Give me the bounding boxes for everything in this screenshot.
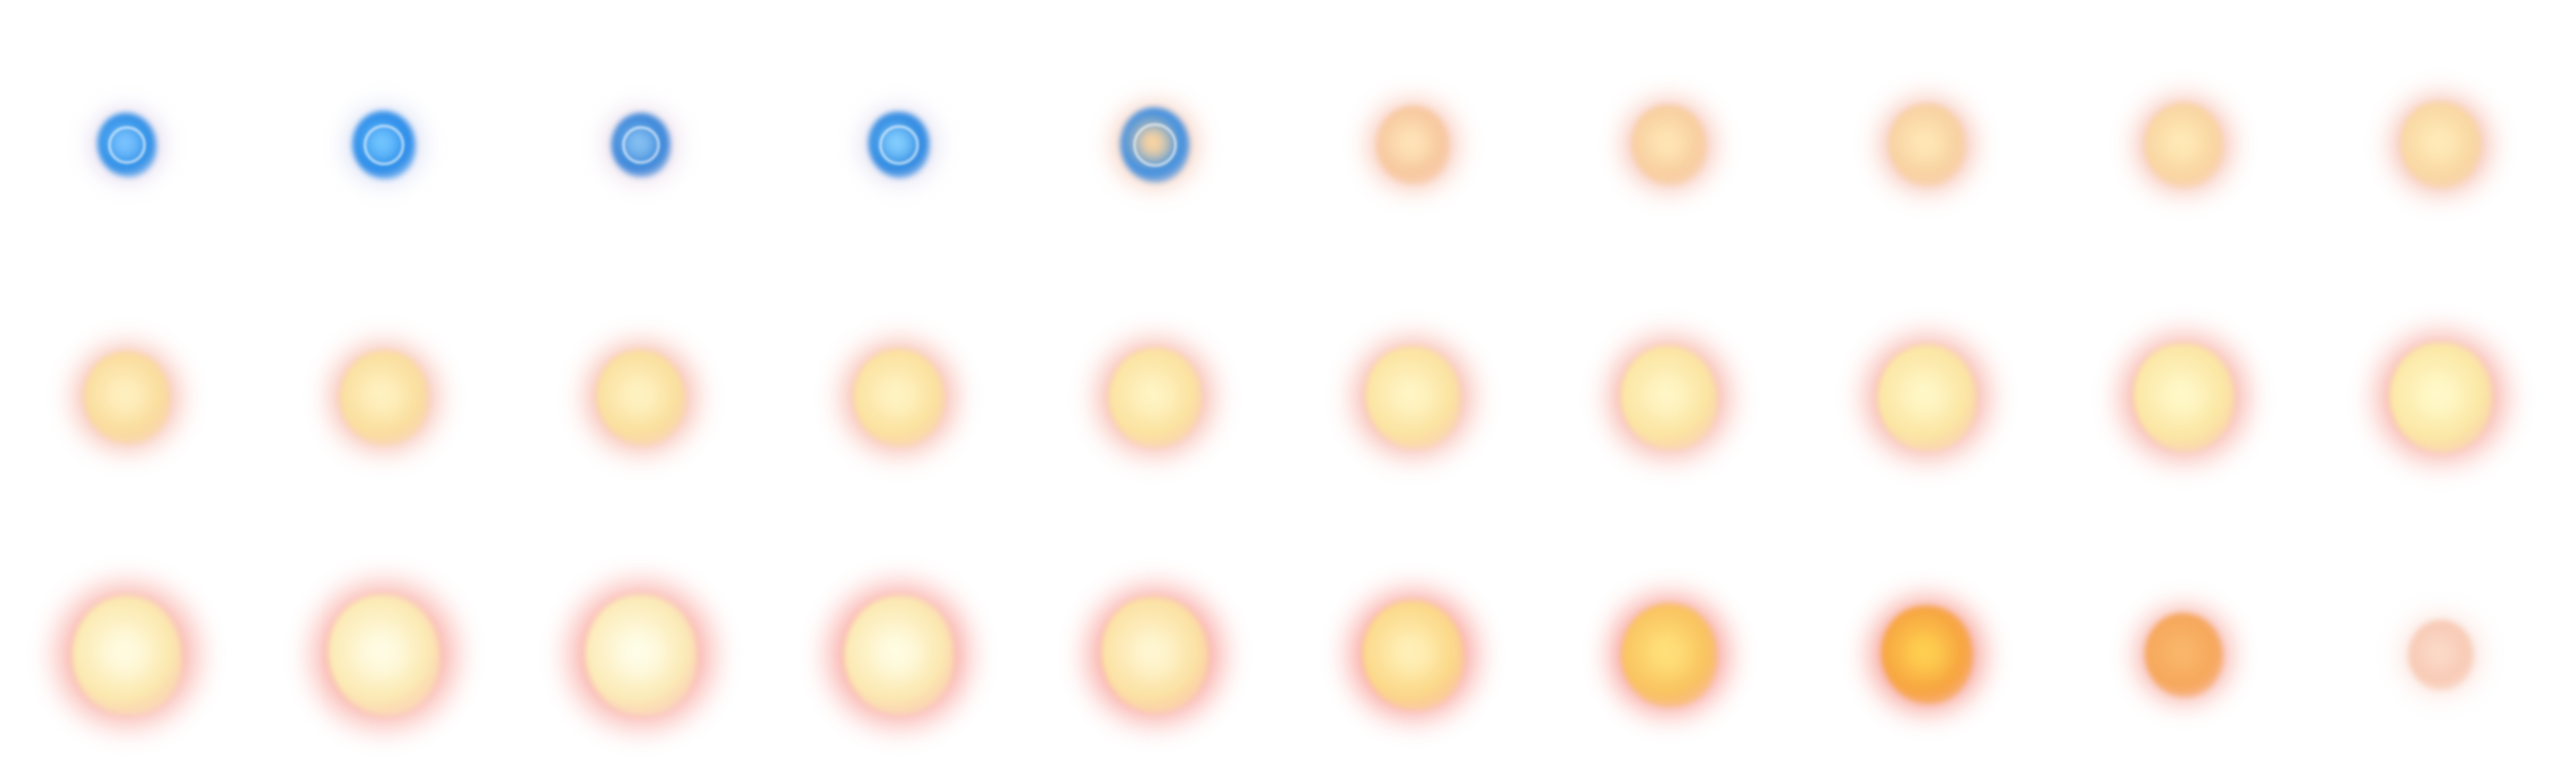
sprite-frame [2055, 16, 2312, 274]
sprite-frame [2055, 526, 2312, 784]
explosion-hotspot [1643, 372, 1695, 423]
explosion-hotspot [2414, 371, 2468, 424]
explosion-hotspot [1644, 630, 1694, 680]
sprite-frame [770, 16, 1027, 274]
explosion-hotspot [1903, 631, 1951, 679]
explosion-hotspot [2157, 371, 2211, 424]
sprite-frame [0, 526, 256, 784]
explosion-hotspot [1388, 373, 1438, 422]
explosion-hotspot [2425, 639, 2457, 671]
orb-ring [879, 125, 919, 165]
sprite-frame [1541, 269, 1798, 526]
explosion-hotspot [97, 625, 157, 685]
explosion-hotspot [617, 374, 665, 421]
orb-ring [108, 126, 146, 164]
explosion-hotspot [1386, 628, 1440, 682]
sprite-frame [1798, 269, 2056, 526]
sprite-frame [256, 526, 513, 784]
sprite-frame [2312, 269, 2570, 526]
sprite-frame [770, 526, 1027, 784]
sprite-frame [1541, 526, 1798, 784]
sprite-frame [1026, 269, 1284, 526]
sprite-row-1 [0, 0, 2576, 258]
orb-ring [622, 126, 660, 164]
sprite-frame [1541, 16, 1798, 274]
explosion-hotspot [611, 625, 671, 685]
sprite-frame [0, 269, 256, 526]
explosion-hotspot [1130, 373, 1180, 422]
explosion-hotspot [875, 374, 923, 421]
sprite-frame [1798, 16, 2056, 274]
sprite-frame [1284, 16, 1542, 274]
explosion-hotspot [1650, 126, 1688, 164]
explosion-hotspot [2420, 124, 2462, 166]
orb-ring [363, 124, 405, 166]
explosion-hotspot [1394, 126, 1432, 164]
explosion-hotspot [361, 375, 407, 420]
orb-ring [1133, 123, 1177, 167]
explosion-hotspot [1901, 372, 1953, 423]
sprite-frame [1284, 269, 1542, 526]
sprite-frame [1026, 526, 1284, 784]
sprite-frame [1798, 526, 2056, 784]
sprite-frame [512, 16, 770, 274]
sprite-frame [2312, 526, 2570, 784]
explosion-hotspot [105, 376, 149, 419]
explosion-hotspot [1907, 125, 1947, 165]
sprite-frame [1026, 16, 1284, 274]
sprite-frame [512, 269, 770, 526]
sprite-frame [2055, 269, 2312, 526]
sprite-frame [256, 16, 513, 274]
explosion-hotspot [869, 625, 929, 685]
explosion-hotspot [2164, 125, 2204, 165]
sprite-frame [1284, 526, 1542, 784]
sprite-frame [770, 269, 1027, 526]
sprite-frame [256, 269, 513, 526]
explosion-hotspot [2164, 635, 2204, 675]
sprite-frame [2312, 16, 2570, 274]
explosion-hotspot [354, 625, 414, 685]
sprite-row-3 [0, 515, 2576, 773]
sprite-row-2 [0, 258, 2576, 515]
explosion-hotspot [1126, 626, 1184, 684]
sprite-frame [0, 16, 256, 274]
sprite-frame [512, 526, 770, 784]
